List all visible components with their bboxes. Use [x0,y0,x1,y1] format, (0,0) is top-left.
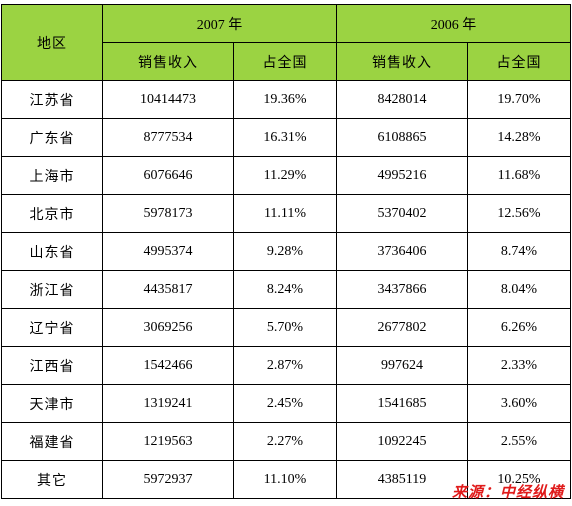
share-2007-cell: 16.31% [233,118,337,157]
sales-2006-cell: 2677802 [336,308,468,347]
share-2007-cell: 2.45% [233,384,337,423]
region-header: 地区 [1,4,103,81]
share-header-2006: 占全国 [467,42,571,81]
share-2007-cell: 11.10% [233,460,337,499]
year-2007-header: 2007 年 [102,4,337,43]
region-cell: 江西省 [1,346,103,385]
sales-2007-cell: 1219563 [102,422,234,461]
table-header: 地区 2007 年 2006 年 销售收入 占全国 销售收入 占全国 [1,4,571,81]
sales-2007-cell: 4435817 [102,270,234,309]
table-body: 江苏省 10414473 19.36% 8428014 19.70% 广东省 8… [1,80,571,499]
region-cell: 江苏省 [1,80,103,119]
sales-2007-cell: 8777534 [102,118,234,157]
table-row: 福建省 1219563 2.27% 1092245 2.55% [1,422,571,461]
share-2006-cell: 19.70% [467,80,571,119]
header-row-years: 地区 2007 年 2006 年 [1,4,571,81]
share-2007-cell: 5.70% [233,308,337,347]
sales-2007-cell: 3069256 [102,308,234,347]
table-row: 上海市 6076646 11.29% 4995216 11.68% [1,156,571,195]
share-2006-cell: 3.60% [467,384,571,423]
table-row: 天津市 1319241 2.45% 1541685 3.60% [1,384,571,423]
table-row: 浙江省 4435817 8.24% 3437866 8.04% [1,270,571,309]
sales-2007-cell: 5978173 [102,194,234,233]
share-2006-cell: 14.28% [467,118,571,157]
sales-2007-cell: 1319241 [102,384,234,423]
region-cell: 福建省 [1,422,103,461]
share-2006-cell: 6.26% [467,308,571,347]
table-row: 其它 5972937 11.10% 4385119 10.25% [1,460,571,499]
table-row: 江苏省 10414473 19.36% 8428014 19.70% [1,80,571,119]
share-2006-cell: 10.25% [467,460,571,499]
sales-2007-cell: 6076646 [102,156,234,195]
sales-2007-cell: 5972937 [102,460,234,499]
sales-2006-cell: 997624 [336,346,468,385]
share-2007-cell: 11.29% [233,156,337,195]
share-2007-cell: 2.87% [233,346,337,385]
sales-2006-cell: 3437866 [336,270,468,309]
share-2007-cell: 19.36% [233,80,337,119]
region-cell: 其它 [1,460,103,499]
region-cell: 上海市 [1,156,103,195]
sales-header-2007: 销售收入 [102,42,234,81]
sales-2007-cell: 1542466 [102,346,234,385]
share-2006-cell: 2.33% [467,346,571,385]
sales-2006-cell: 8428014 [336,80,468,119]
share-2006-cell: 8.74% [467,232,571,271]
share-2006-cell: 2.55% [467,422,571,461]
share-header-2007: 占全国 [233,42,337,81]
table-row: 辽宁省 3069256 5.70% 2677802 6.26% [1,308,571,347]
header-row-metrics: 销售收入 占全国 销售收入 占全国 [2,42,571,81]
source-note: 来源：中经纵横 [451,483,564,501]
share-2007-cell: 11.11% [233,194,337,233]
region-cell: 浙江省 [1,270,103,309]
sales-2006-cell: 1541685 [336,384,468,423]
sales-2006-cell: 3736406 [336,232,468,271]
sales-2006-cell: 5370402 [336,194,468,233]
share-2007-cell: 9.28% [233,232,337,271]
share-2006-cell: 12.56% [467,194,571,233]
sales-2007-cell: 4995374 [102,232,234,271]
share-2006-cell: 11.68% [467,156,571,195]
region-cell: 天津市 [1,384,103,423]
sales-2006-cell: 4995216 [336,156,468,195]
sales-2006-cell: 4385119 [336,460,468,499]
sales-2007-cell: 10414473 [102,80,234,119]
share-2007-cell: 8.24% [233,270,337,309]
sales-header-2006: 销售收入 [336,42,468,81]
region-cell: 广东省 [1,118,103,157]
region-cell: 山东省 [1,232,103,271]
table-row: 江西省 1542466 2.87% 997624 2.33% [1,346,571,385]
region-cell: 辽宁省 [1,308,103,347]
sales-2006-cell: 6108865 [336,118,468,157]
sales-table: 地区 2007 年 2006 年 销售收入 占全国 销售收入 占全国 江苏省 1… [1,4,571,499]
share-2006-cell: 8.04% [467,270,571,309]
table-row: 北京市 5978173 11.11% 5370402 12.56% [1,194,571,233]
region-cell: 北京市 [1,194,103,233]
year-2006-header: 2006 年 [336,4,571,43]
sales-2006-cell: 1092245 [336,422,468,461]
table-row: 山东省 4995374 9.28% 3736406 8.74% [1,232,571,271]
table-row: 广东省 8777534 16.31% 6108865 14.28% [1,118,571,157]
share-2007-cell: 2.27% [233,422,337,461]
